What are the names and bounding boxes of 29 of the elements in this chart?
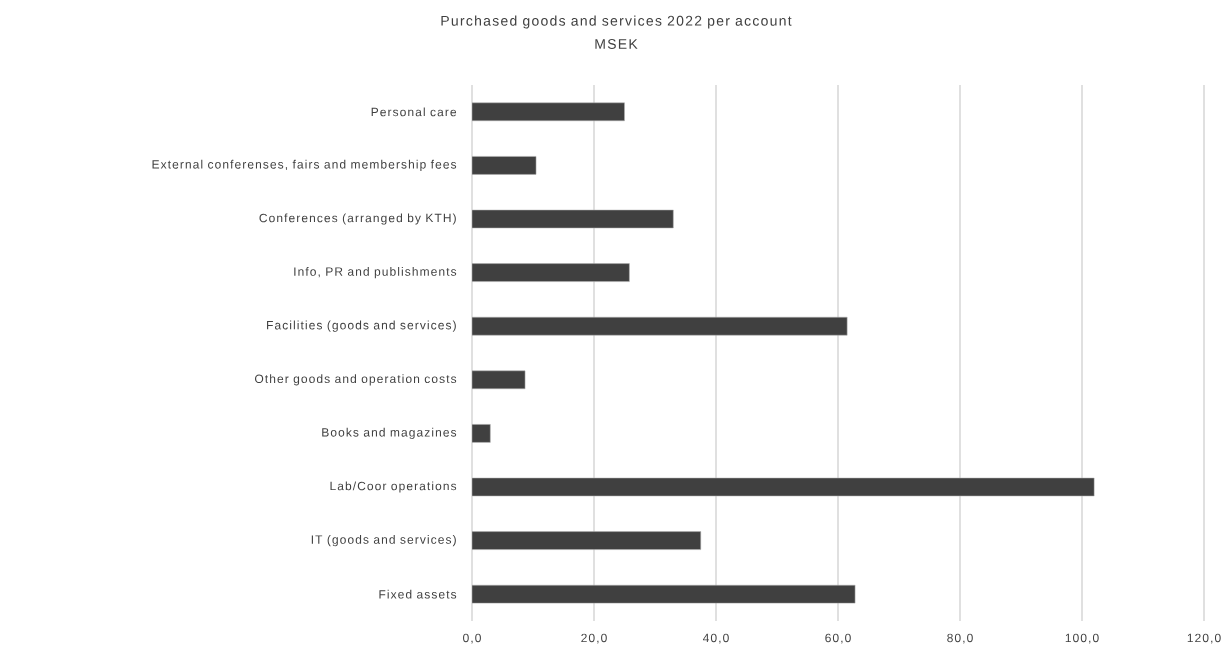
- x-tick-label: 40,0: [702, 633, 729, 644]
- chart-title: Purchased goods and services 2022 per account: [441, 15, 792, 29]
- y-tick-label: External conferenses, fairs and membership fees: [152, 159, 457, 171]
- bar: [472, 209, 674, 229]
- bar: [472, 156, 537, 175]
- bar: [472, 424, 491, 443]
- bar: [472, 316, 848, 336]
- y-tick-label: Info, PR and publishments: [294, 267, 457, 279]
- x-tick-label: 120,0: [1187, 633, 1221, 644]
- bar: [472, 263, 630, 282]
- bar: [472, 102, 625, 122]
- x-tick-label: 20,0: [581, 633, 607, 644]
- y-tick-label: Personal care: [371, 107, 457, 117]
- y-tick-label: IT (goods and services): [311, 535, 456, 547]
- y-tick-label: Books and magazines: [322, 427, 457, 439]
- bar: [472, 370, 526, 390]
- bar: [472, 584, 856, 604]
- y-tick-label: Other goods and operation costs: [255, 374, 457, 386]
- x-tick-label: 0,0: [463, 633, 481, 644]
- bar: [472, 531, 702, 550]
- y-tick-label: Facilities (goods and services): [267, 320, 456, 332]
- y-tick-label: Fixed assets: [379, 589, 457, 599]
- y-tick-label: Conferences (arranged by KTH): [259, 213, 456, 225]
- bar: [472, 477, 1095, 497]
- y-tick-label: Lab/Coor operations: [330, 481, 457, 493]
- x-tick-label: 80,0: [947, 633, 973, 644]
- chart-subtitle: MSEK: [595, 39, 638, 49]
- x-tick-label: 100,0: [1065, 633, 1099, 644]
- x-tick-label: 60,0: [825, 633, 851, 644]
